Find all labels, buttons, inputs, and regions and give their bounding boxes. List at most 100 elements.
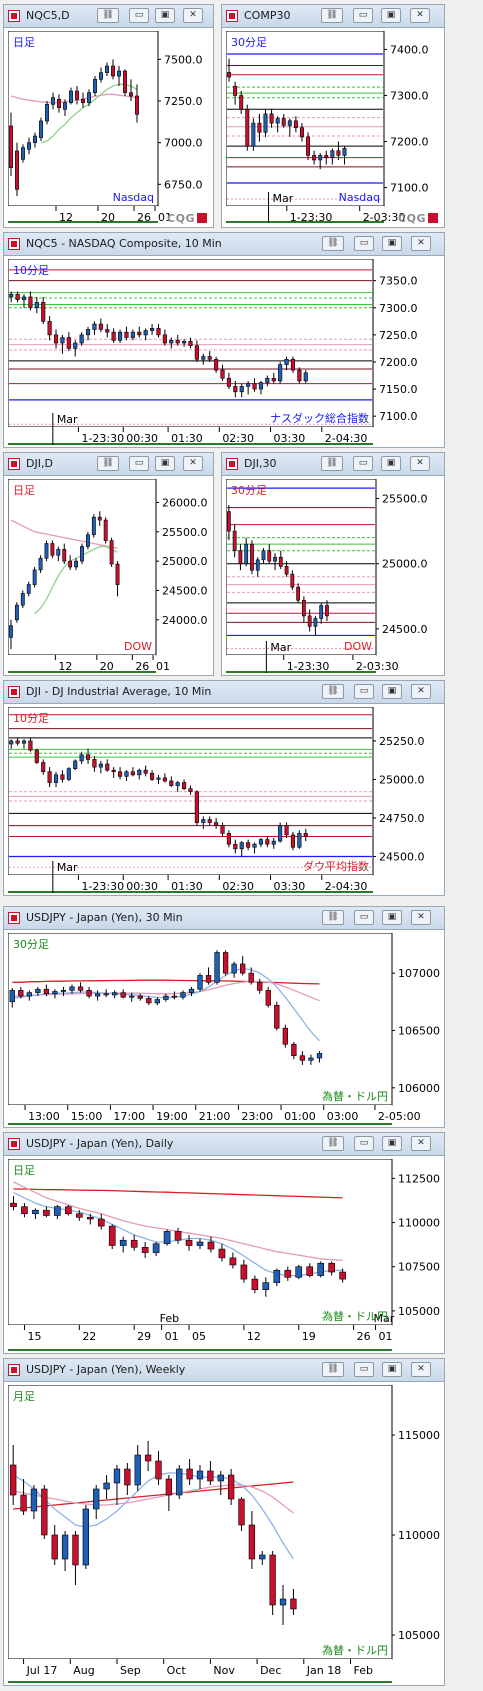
chart-area[interactable]: 112500 110000 107500 105000 15 22 29 01 05 12 19 26…	[8, 1159, 442, 1351]
candle-body	[111, 331, 116, 341]
titlebar[interactable]: NQC5,D ⛓ ▭ ▣ ✕	[4, 5, 213, 28]
close-button[interactable]: ✕	[410, 8, 430, 23]
close-button[interactable]: ✕	[411, 684, 431, 699]
candle-body	[175, 782, 180, 786]
close-button[interactable]: ✕	[411, 1362, 431, 1377]
candle-body	[207, 819, 212, 823]
restore-button[interactable]: ▣	[382, 236, 402, 251]
link-icon[interactable]: ⛓	[97, 456, 119, 471]
candle-body	[137, 995, 143, 999]
restore-button[interactable]: ▣	[382, 684, 402, 699]
minimize-button[interactable]: ▭	[353, 456, 373, 471]
restore-button[interactable]: ▣	[382, 1136, 402, 1151]
x-axis-strip	[8, 427, 373, 445]
link-icon[interactable]: ⛓	[97, 8, 119, 23]
candle-body	[201, 819, 206, 823]
link-icon[interactable]: ⛓	[322, 236, 344, 251]
candle-body	[47, 771, 52, 783]
minimize-button[interactable]: ▭	[354, 910, 374, 925]
candle-body	[278, 825, 283, 842]
candle-body	[251, 122, 256, 147]
candle-body	[56, 549, 61, 556]
chart-area[interactable]: 7500.0 7250.0 7000.0 6750.0 12 20 26 01 日足 Nasdaq	[8, 31, 211, 223]
instrument-label: ダウ平均指数	[303, 859, 369, 873]
chart-area[interactable]: 7350.0 7300.0 7250.0 7200.0 7150.0 7100.0 Mar 1…	[8, 259, 442, 445]
close-button[interactable]: ✕	[410, 456, 430, 471]
minimize-button[interactable]: ▭	[354, 684, 374, 699]
close-button[interactable]: ✕	[183, 456, 203, 471]
candle-body	[62, 549, 67, 562]
restore-button[interactable]: ▣	[155, 456, 175, 471]
candle-body	[207, 1241, 215, 1250]
titlebar[interactable]: DJI,D ⛓ ▭ ▣ ✕	[4, 453, 213, 476]
x-tick-label: 00:30	[126, 432, 158, 445]
window-dji-10min: DJI - DJ Industrial Average, 10 Min ⛓ ▭ …	[3, 680, 445, 896]
candle-body	[207, 1470, 214, 1482]
titlebar[interactable]: COMP30 ⛓ ▭ ▣ ✕	[222, 5, 444, 28]
minimize-button[interactable]: ▭	[354, 1362, 374, 1377]
minimize-button[interactable]: ▭	[354, 236, 374, 251]
plot-frame	[8, 933, 393, 1106]
titlebar[interactable]: NQC5 - NASDAQ Composite, 10 Min ⛓ ▭ ▣ ✕	[4, 233, 444, 256]
x-tick-label: Mar	[273, 192, 294, 205]
minimize-button[interactable]: ▭	[129, 8, 149, 23]
restore-button[interactable]: ▣	[382, 910, 402, 925]
close-button[interactable]: ✕	[411, 910, 431, 925]
moving-average-line	[13, 1188, 343, 1199]
candle-body	[307, 615, 312, 627]
window-usdjpy-weekly: USDJPY - Japan (Yen), Weekly ⛓ ▭ ▣ ✕ 115…	[3, 1358, 445, 1686]
chart-area[interactable]: 26000.0 25500.0 25000.0 24500.0 24000.0 12 20 2…	[8, 479, 211, 673]
titlebar[interactable]: DJI,30 ⛓ ▭ ▣ ✕	[222, 453, 444, 476]
restore-button[interactable]: ▣	[382, 1362, 402, 1377]
candle-body	[150, 328, 155, 331]
y-tick-label: 7500.0	[164, 53, 203, 66]
candle-body	[108, 1225, 116, 1246]
chart-area[interactable]: 7400.0 7300.0 7200.0 7100.0 Mar 1-23:30 2-03:3…	[226, 31, 442, 223]
candle-body	[291, 1043, 297, 1056]
candle-body	[263, 113, 268, 133]
close-button[interactable]: ✕	[411, 236, 431, 251]
candle-body	[239, 842, 244, 850]
window-title: COMP30	[244, 9, 291, 22]
candle-body	[79, 334, 84, 344]
restore-button[interactable]: ▣	[155, 8, 175, 23]
link-icon[interactable]: ⛓	[322, 1136, 344, 1151]
candle-body	[299, 127, 304, 138]
minimize-button[interactable]: ▭	[353, 8, 373, 23]
minimize-button[interactable]: ▭	[129, 456, 149, 471]
candle-body	[171, 995, 178, 998]
candle-body	[118, 771, 123, 777]
titlebar[interactable]: USDJPY - Japan (Yen), Daily ⛓ ▭ ▣ ✕	[4, 1133, 444, 1156]
candle-body	[87, 92, 91, 103]
close-button[interactable]: ✕	[411, 1136, 431, 1151]
chart-svg: 7500.0 7250.0 7000.0 6750.0 12 20 26 01 日足 Nasdaq	[8, 31, 203, 223]
restore-button[interactable]: ▣	[381, 8, 401, 23]
titlebar[interactable]: DJI - DJ Industrial Average, 10 Min ⛓ ▭ …	[4, 681, 444, 704]
titlebar[interactable]: USDJPY - Japan (Yen), Weekly ⛓ ▭ ▣ ✕	[4, 1359, 444, 1382]
y-tick-label: 7250.0	[164, 95, 203, 108]
chart-area[interactable]: 25500.0 25000.0 24500.0 Mar 1-23:30 2-03:30 30…	[226, 479, 442, 673]
link-icon[interactable]: ⛓	[321, 456, 343, 471]
link-icon[interactable]: ⛓	[322, 684, 344, 699]
x-axis-strip	[8, 206, 158, 223]
y-tick-label: 7150.0	[379, 383, 418, 396]
candle-body	[135, 95, 139, 115]
cqg-mark-icon	[428, 213, 438, 223]
x-tick-label: 26	[135, 660, 149, 673]
candle-body	[240, 1264, 248, 1280]
y-tick-label: 24500.0	[162, 584, 208, 597]
restore-button[interactable]: ▣	[381, 456, 401, 471]
y-tick-label: 115000	[398, 1429, 440, 1442]
chart-area[interactable]: 115000 110000 105000 Jul 17 Aug Sep Oct Nov Dec J…	[8, 1385, 442, 1683]
link-icon[interactable]: ⛓	[322, 1362, 344, 1377]
candle-body	[174, 1231, 182, 1241]
x-tick-label: 13:00	[28, 1110, 60, 1123]
titlebar[interactable]: USDJPY - Japan (Yen), 30 Min ⛓ ▭ ▣ ✕	[4, 907, 444, 930]
minimize-button[interactable]: ▭	[354, 1136, 374, 1151]
close-button[interactable]: ✕	[183, 8, 203, 23]
candle-body	[278, 556, 283, 567]
chart-area[interactable]: 107000 106500 106000 13:00 15:00 17:00 19:00 21…	[8, 933, 442, 1125]
link-icon[interactable]: ⛓	[322, 910, 344, 925]
chart-area[interactable]: 25250.0 25000.0 24750.0 24500.0 Mar 1-23:30 00…	[8, 707, 442, 893]
link-icon[interactable]: ⛓	[321, 8, 343, 23]
